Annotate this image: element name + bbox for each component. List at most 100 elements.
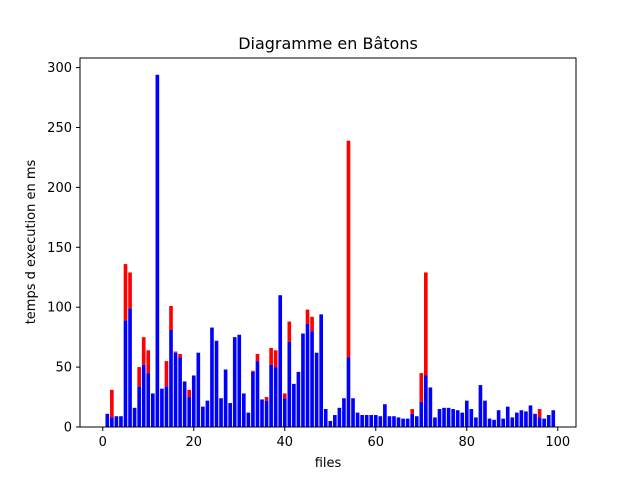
bar-blue-93 xyxy=(524,411,528,427)
bar-red-38 xyxy=(273,350,278,368)
bar-blue-88 xyxy=(501,418,506,427)
bar-red-34 xyxy=(255,353,260,362)
bar-blue-10 xyxy=(146,373,151,427)
bar-blue-42 xyxy=(292,383,296,427)
bar-blue-73 xyxy=(433,417,437,427)
bar-red-5 xyxy=(123,264,128,321)
bar-blue-54 xyxy=(346,357,351,427)
bar-blue-8 xyxy=(137,386,141,427)
bar-blue-15 xyxy=(169,329,173,427)
bar-blue-52 xyxy=(337,407,342,427)
bar-blue-25 xyxy=(214,340,219,427)
bar-blue-51 xyxy=(333,415,337,427)
bar-blue-7 xyxy=(132,407,137,427)
bar-blue-36 xyxy=(264,400,269,427)
bar-red-14 xyxy=(164,361,169,387)
bar-blue-46 xyxy=(310,331,314,427)
bar-blue-69 xyxy=(414,416,419,427)
bar-blue-67 xyxy=(405,418,410,427)
bar-red-19 xyxy=(187,389,192,398)
bar-blue-22 xyxy=(201,406,205,427)
bar-blue-5 xyxy=(123,320,128,427)
y-tick-label-250: 250 xyxy=(47,121,72,136)
bar-blue-3 xyxy=(114,416,119,427)
bar-red-37 xyxy=(269,347,273,365)
bar-blue-29 xyxy=(232,337,237,427)
bar-red-15 xyxy=(169,306,173,330)
bar-blue-49 xyxy=(323,409,328,427)
bar-red-70 xyxy=(419,373,424,402)
bar-blue-56 xyxy=(355,412,360,427)
bar-blue-37 xyxy=(269,364,273,427)
bar-red-10 xyxy=(146,350,151,374)
bar-red-2 xyxy=(110,389,114,418)
bar-blue-44 xyxy=(301,333,305,427)
bar-blue-57 xyxy=(360,415,364,427)
bar-blue-33 xyxy=(251,371,255,427)
bar-blue-80 xyxy=(464,400,469,427)
x-tick-label-60: 60 xyxy=(368,435,385,450)
bar-red-46 xyxy=(310,316,314,332)
plot-frame xyxy=(79,57,577,428)
bar-red-40 xyxy=(282,393,287,399)
bar-blue-4 xyxy=(119,416,123,427)
bar-blue-83 xyxy=(478,385,483,427)
bar-blue-98 xyxy=(546,415,551,427)
bar-blue-50 xyxy=(328,421,333,427)
bar-blue-16 xyxy=(173,352,178,427)
bar-blue-61 xyxy=(378,416,383,427)
bar-blue-86 xyxy=(492,419,496,427)
bar-blue-85 xyxy=(487,418,492,427)
x-tick-label-100: 100 xyxy=(545,435,570,450)
y-tick-label-0: 0 xyxy=(64,421,72,436)
x-axis-label: files xyxy=(315,456,342,471)
x-tick-label-0: 0 xyxy=(99,435,107,450)
bar-blue-1 xyxy=(105,413,110,427)
bar-blue-38 xyxy=(273,367,278,427)
bar-blue-17 xyxy=(178,357,182,427)
bar-red-33 xyxy=(251,370,255,372)
bar-blue-60 xyxy=(373,415,378,427)
bar-blue-39 xyxy=(278,295,283,427)
bar-blue-45 xyxy=(305,323,310,427)
bar-red-54 xyxy=(346,140,351,358)
y-axis-label: temps d execution en ms xyxy=(24,159,39,324)
bar-blue-79 xyxy=(460,412,465,427)
bar-blue-84 xyxy=(483,400,487,427)
bar-blue-12 xyxy=(155,74,160,428)
bar-red-6 xyxy=(128,272,132,309)
bar-blue-18 xyxy=(182,381,187,427)
bar-blue-48 xyxy=(319,314,323,427)
bar-blue-11 xyxy=(150,393,155,427)
x-axis: 0 20 40 60 80 100 xyxy=(99,427,570,450)
bar-blue-70 xyxy=(419,401,424,427)
bar-blue-26 xyxy=(219,398,223,427)
bar-blue-34 xyxy=(255,361,260,427)
x-tick-label-80: 80 xyxy=(459,435,476,450)
bar-blue-13 xyxy=(160,388,164,427)
bar-blue-28 xyxy=(228,403,232,427)
y-axis: 0 50 100 150 200 250 300 xyxy=(47,61,80,436)
bar-red-68 xyxy=(410,409,414,414)
bar-blue-71 xyxy=(424,375,428,427)
bar-blue-87 xyxy=(496,410,501,427)
bar-blue-2 xyxy=(110,417,114,427)
bar-blue-94 xyxy=(528,405,533,427)
bar-blue-53 xyxy=(342,398,346,427)
bar-blue-89 xyxy=(505,406,510,427)
bar-red-9 xyxy=(141,337,146,365)
bar-red-17 xyxy=(178,353,182,358)
bar-blue-55 xyxy=(351,398,355,427)
y-tick-label-50: 50 xyxy=(55,361,72,376)
bar-blue-99 xyxy=(551,410,556,427)
bar-blue-23 xyxy=(205,400,210,427)
bar-blue-82 xyxy=(474,417,478,427)
bar-blue-65 xyxy=(396,417,401,427)
bar-blue-97 xyxy=(542,418,546,427)
bar-blue-40 xyxy=(282,398,287,427)
bar-blue-63 xyxy=(387,416,392,427)
bar-blue-20 xyxy=(191,375,196,427)
bar-blue-72 xyxy=(428,387,433,427)
bar-red-41 xyxy=(287,321,292,342)
bar-blue-96 xyxy=(537,417,542,427)
